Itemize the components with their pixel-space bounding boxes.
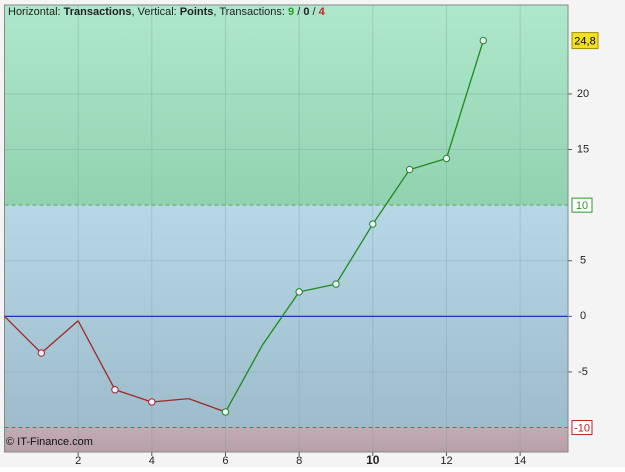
line-segment	[40, 320, 79, 354]
line-segment	[409, 157, 447, 171]
line-segment	[151, 397, 189, 403]
value-label: 24,8	[574, 35, 595, 47]
title-part: , Transactions:	[213, 6, 288, 18]
title-part: 9	[288, 6, 294, 18]
point	[332, 280, 340, 288]
point	[295, 288, 303, 296]
x-tick-label: 2	[75, 455, 81, 467]
point	[442, 154, 451, 163]
y-tick-label: -5	[578, 366, 588, 378]
plot-border	[4, 4, 569, 453]
point	[405, 165, 414, 174]
point	[221, 408, 230, 416]
x-tick-label: 10	[366, 453, 380, 467]
line-segment	[188, 398, 226, 413]
line-segment	[224, 344, 263, 413]
title-part: 0	[303, 6, 309, 18]
line-segment	[299, 283, 337, 293]
line-segment	[77, 320, 116, 391]
y-tick-label: 0	[580, 310, 586, 322]
y-tick-label: 5	[580, 255, 586, 267]
line-segment	[445, 40, 484, 159]
value-label-box	[571, 32, 599, 50]
title-part: /	[294, 6, 303, 18]
level-label-box	[571, 420, 593, 436]
title-part: Horizontal:	[8, 6, 64, 18]
point	[148, 398, 156, 406]
level-label-box	[571, 197, 593, 213]
level-label: 10	[576, 200, 588, 212]
point	[111, 386, 119, 394]
x-tick-label: 8	[296, 455, 302, 467]
line-segment	[114, 389, 153, 403]
title-part: , Vertical:	[132, 6, 180, 18]
point	[369, 220, 377, 228]
x-tick-label: 4	[149, 455, 155, 467]
line-segment	[335, 223, 374, 285]
point	[37, 349, 46, 357]
copyright: © IT-Finance.com	[6, 436, 93, 448]
line-segment	[261, 291, 300, 346]
line-segment	[372, 169, 411, 225]
title-part: 4	[319, 6, 326, 18]
title-part: Transactions	[64, 6, 132, 18]
title-part: /	[309, 6, 318, 18]
x-tick-label: 12	[440, 455, 452, 467]
x-tick-label: 14	[514, 455, 526, 467]
zone-upper	[4, 5, 568, 206]
x-tick-label: 6	[222, 455, 228, 467]
chart-title: Horizontal: Transactions, Vertical: Poin…	[8, 6, 326, 18]
y-tick-label: 20	[577, 88, 589, 100]
line-segment	[4, 315, 42, 354]
title-part: Points	[180, 6, 214, 18]
point	[479, 36, 487, 45]
y-tick-label: 15	[577, 143, 589, 155]
level-label: -10	[574, 422, 590, 434]
zone-lower	[4, 427, 568, 452]
